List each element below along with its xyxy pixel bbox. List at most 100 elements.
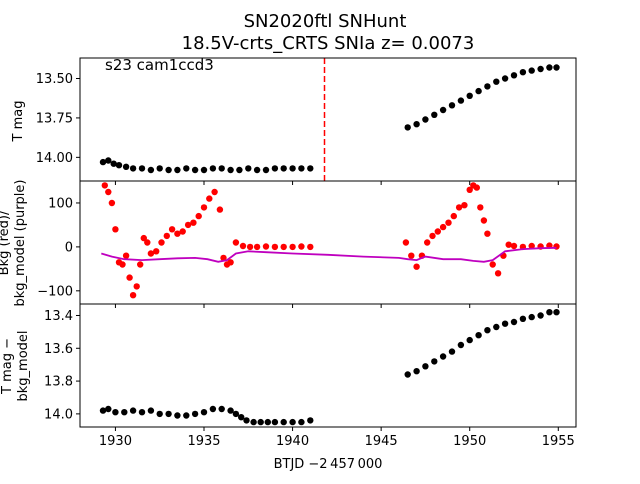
middle-data-point: [246, 243, 254, 251]
middle-data-point: [133, 283, 140, 290]
x-tick-label: 1940: [276, 434, 309, 449]
bottom-data-point: [243, 417, 250, 424]
bottom-data-point: [413, 368, 420, 375]
middle-ylabel-line1: Bkg (red)/: [0, 210, 12, 275]
x-tick-label: 1955: [542, 434, 575, 449]
bottom-axes-frame: [79, 303, 577, 428]
bottom-panel: 13.4 13.6 13.8 14.0 1930 1935 1940 1945 1950 1955: [44, 303, 577, 449]
top-ylabel: T mag: [11, 101, 26, 143]
middle-data-point: [466, 186, 473, 193]
bottom-data-point: [218, 405, 225, 413]
middle-data-point: [144, 239, 151, 246]
bkg-model-line: [101, 246, 557, 263]
middle-data-point: [445, 219, 452, 226]
bottom-data-point: [519, 315, 527, 322]
top-data-point: [183, 165, 190, 172]
middle-data-point: [211, 188, 218, 196]
middle-data-point: [271, 243, 279, 251]
chart-title-line2: 18.5V-crts_CRTS SNIa z= 0.0073: [182, 33, 475, 54]
middle-data-point: [262, 243, 270, 250]
middle-data-point: [239, 242, 247, 250]
bottom-data-point: [475, 332, 482, 339]
bottom-data-point: [129, 407, 137, 414]
middle-y-tick-label: 0: [65, 240, 73, 255]
middle-data-point: [477, 204, 484, 211]
bottom-data-point: [448, 348, 456, 355]
bottom-data-point: [271, 418, 279, 426]
bottom-data-point: [422, 363, 429, 370]
top-data-point: [510, 72, 518, 79]
top-data-point: [553, 64, 560, 71]
top-data-point: [271, 165, 279, 172]
top-data-point: [129, 165, 137, 172]
middle-data-point: [408, 252, 415, 259]
top-data-point: [457, 97, 465, 104]
middle-data-point: [119, 261, 126, 268]
bottom-data-point: [200, 409, 208, 416]
bottom-data-point: [191, 410, 199, 418]
middle-data-point: [163, 232, 170, 240]
middle-data-point: [424, 239, 431, 246]
bottom-data-point: [264, 418, 271, 426]
top-data-point: [289, 165, 296, 172]
bottom-y-tick-label: 13.8: [44, 375, 73, 390]
top-panel: 13.50 13.75 14.00: [36, 57, 577, 185]
top-data-point: [404, 124, 411, 131]
bottom-y-tick-label: 13.4: [44, 309, 73, 324]
top-data-point: [431, 111, 438, 119]
middle-data-point: [489, 261, 496, 268]
bottom-data-point: [439, 353, 447, 360]
middle-data-point: [227, 259, 234, 266]
bottom-data-point: [484, 327, 491, 334]
middle-data-point: [289, 243, 296, 251]
middle-data-point: [307, 243, 314, 251]
top-data-point: [262, 166, 270, 174]
middle-data-point: [439, 223, 447, 231]
bottom-data-point: [307, 417, 314, 424]
top-data-point: [110, 160, 117, 167]
middle-data-point: [232, 239, 240, 246]
middle-data-point: [505, 241, 512, 248]
bottom-data-point: [174, 412, 181, 419]
top-data-point: [245, 165, 252, 172]
bottom-data-point: [510, 318, 518, 326]
middle-data-point: [126, 274, 133, 281]
top-data-point: [528, 67, 535, 74]
bottom-data-point: [227, 407, 234, 414]
bottom-y-tick-label: 14.0: [44, 407, 73, 422]
middle-data-point: [461, 202, 468, 209]
middle-data-point: [484, 230, 491, 237]
bottom-data-point: [501, 320, 509, 327]
top-data-point: [413, 121, 420, 128]
x-axis-label: BTJD −2 457 000: [274, 457, 383, 472]
middle-data-point: [140, 234, 147, 242]
top-data-point: [138, 165, 146, 172]
bottom-data-point: [232, 410, 240, 418]
bottom-y-tick-label: 13.6: [44, 342, 73, 357]
top-data-point: [122, 163, 130, 170]
top-data-point: [115, 162, 123, 169]
bottom-data-point: [99, 407, 107, 414]
bottom-data-point: [112, 409, 119, 416]
bottom-data-point: [404, 371, 411, 378]
middle-panel: −100 0 100: [37, 180, 577, 308]
top-data-point: [448, 102, 456, 109]
top-data-point: [307, 165, 314, 172]
top-data-point: [156, 165, 163, 172]
middle-ylabel-line2: bkg_model (purple): [13, 180, 28, 307]
middle-data-point: [168, 226, 176, 233]
middle-data-point: [184, 221, 192, 229]
top-data-point: [519, 69, 527, 76]
top-data-point: [466, 92, 473, 100]
top-data-point: [165, 166, 172, 174]
top-data-point: [253, 166, 261, 174]
bottom-data-point: [156, 410, 163, 418]
top-data-point: [200, 166, 208, 174]
middle-data-point: [147, 250, 155, 257]
middle-data-point: [153, 248, 160, 255]
bottom-data-point: [298, 418, 305, 426]
bottom-data-point: [250, 418, 257, 426]
middle-data-point: [413, 263, 420, 270]
bottom-data-point: [209, 405, 217, 413]
